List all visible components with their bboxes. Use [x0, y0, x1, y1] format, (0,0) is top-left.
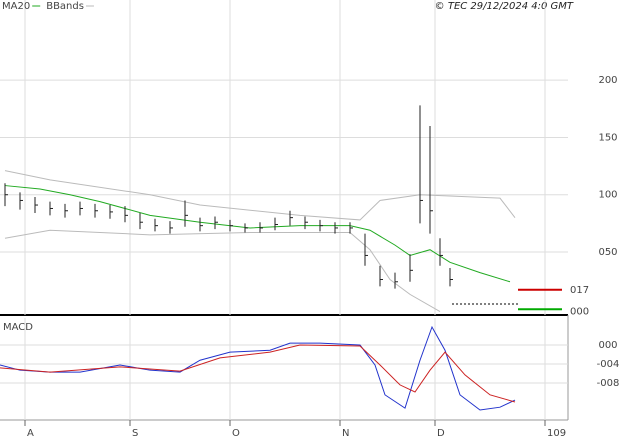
legend-label: MA20: [2, 1, 30, 12]
y-tick-label: 150: [598, 132, 617, 143]
y-tick-label: 200: [598, 75, 617, 86]
y-tick-label: 100: [598, 190, 617, 201]
series-line: [4, 170, 516, 221]
last-value-label: 000: [570, 306, 589, 317]
y-tick-label: -008: [597, 378, 620, 389]
x-tick-label: S: [132, 428, 138, 439]
legend-label: BBands: [46, 1, 84, 12]
last-value-label: 017: [570, 285, 589, 296]
series-line: [4, 229, 441, 312]
y-tick-label: 000: [598, 340, 617, 351]
x-tick-label: 109: [547, 428, 566, 439]
series-line: [0, 325, 516, 411]
x-tick-label: A: [27, 428, 34, 439]
y-tick-label: 050: [598, 247, 617, 258]
series-line: [4, 185, 511, 283]
series-line: [0, 344, 516, 403]
panel-title: MACD: [3, 322, 33, 333]
x-tick-label: D: [437, 428, 445, 439]
x-tick-label: O: [232, 428, 240, 439]
y-tick-label: -004: [597, 359, 620, 370]
credit: © TEC 29/12/2024 4:0 GMT: [435, 1, 574, 12]
x-tick-label: N: [342, 428, 349, 439]
